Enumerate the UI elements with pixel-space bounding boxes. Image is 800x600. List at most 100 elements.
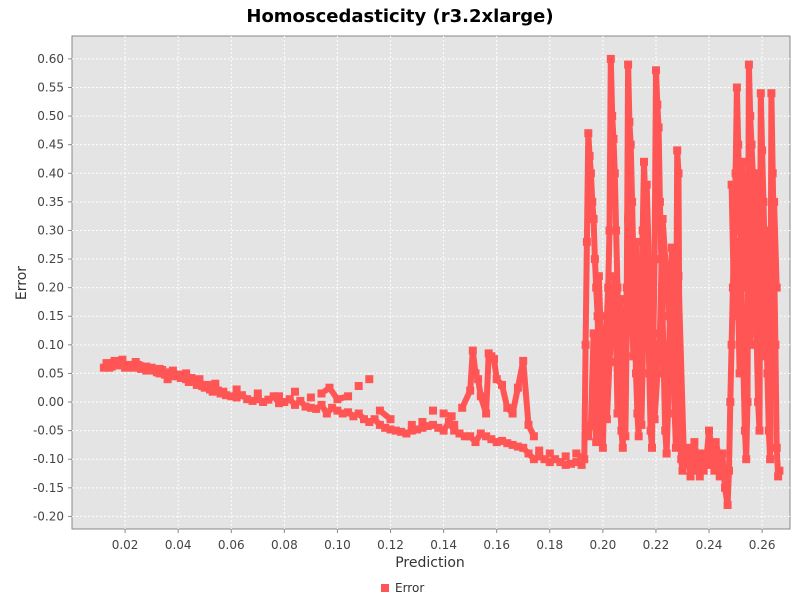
x-tick-label: 0.16	[483, 538, 510, 552]
scatter-trace-segment	[772, 344, 780, 448]
scatter-trace-segment	[225, 392, 232, 400]
scatter-trace-segment	[431, 422, 440, 431]
scatter-trace-segment	[404, 427, 414, 437]
y-tick-label: -0.15	[33, 481, 64, 495]
y-tick-label: 0.35	[37, 195, 64, 209]
scatter-trace-segment	[602, 316, 610, 351]
scatter-point	[365, 375, 374, 384]
scatter-trace-segment	[327, 386, 340, 401]
scatter-trace-segment	[511, 442, 519, 450]
scatter-trace-segment	[215, 388, 223, 396]
x-axis-title: Prediction	[395, 555, 465, 571]
scatter-trace-segment	[726, 401, 734, 471]
scatter-trace-segment	[421, 423, 429, 431]
x-tick-label: 0.20	[590, 538, 617, 552]
scatter-trace-segment	[526, 451, 537, 462]
scatter-trace-segment	[134, 359, 148, 370]
x-tick-label: 0.24	[696, 538, 723, 552]
x-tick-label: 0.04	[165, 538, 192, 552]
scatter-trace-segment	[509, 387, 521, 415]
x-tick-label: 0.18	[536, 538, 563, 552]
scatter-trace-segment	[469, 350, 479, 374]
scatter-point	[253, 389, 262, 398]
scatter-trace-segment	[759, 150, 767, 202]
scatter-point	[306, 393, 315, 402]
scatter-trace-segment	[506, 440, 514, 448]
scatter-trace-segment	[655, 127, 663, 202]
scatter-trace-segment	[483, 353, 492, 414]
scatter-trace-segment	[293, 398, 303, 408]
scatter-trace-segment	[775, 470, 783, 478]
scatter-trace-segment	[532, 453, 541, 462]
scatter-trace-segment	[282, 396, 292, 405]
scatter-trace-segment	[733, 87, 742, 145]
scatter-point	[182, 369, 191, 378]
scatter-trace-segment	[653, 70, 661, 105]
scatter-trace-segment	[582, 241, 590, 345]
scatter-trace-segment	[543, 456, 552, 465]
scatter-trace-segment	[757, 93, 766, 151]
scatter-trace-segment	[517, 443, 524, 451]
scatter-trace-segment	[310, 404, 317, 412]
x-tick-label: 0.10	[324, 538, 351, 552]
y-tick-label: 0.25	[37, 252, 64, 266]
scatter-trace-segment	[747, 115, 755, 145]
legend-label-error: Error	[395, 581, 424, 595]
scatter-trace-segment	[189, 375, 197, 383]
x-tick-label: 0.06	[218, 538, 245, 552]
y-tick-label: 0.55	[37, 80, 64, 94]
y-tick-label: 0.20	[37, 281, 64, 295]
scatter-trace-segment	[590, 218, 598, 260]
scatter-trace-segment	[664, 298, 677, 368]
scatter-trace-segment	[676, 430, 685, 460]
x-tick-label: 0.14	[430, 538, 457, 552]
scatter-trace-segment	[603, 361, 613, 420]
scatter-trace-segment	[520, 360, 532, 426]
scatter-trace-segment	[181, 374, 189, 382]
scatter-trace-segment	[356, 411, 367, 422]
scatter-trace-segment	[304, 403, 312, 411]
scatter-trace-segment	[565, 460, 572, 468]
scatter-trace-segment	[367, 416, 377, 425]
scatter-trace-segment	[675, 276, 687, 454]
scatter-trace-segment	[389, 426, 397, 434]
scatter-trace-segment	[372, 417, 383, 427]
scatter-trace-segment	[378, 422, 387, 431]
scatter-point	[545, 449, 554, 458]
scatter-trace-segment	[627, 144, 636, 202]
scatter-trace-segment	[362, 416, 371, 425]
scatter-trace-segment	[609, 115, 617, 140]
scatter-trace-segment	[261, 396, 270, 405]
y-tick-label: 0.40	[37, 166, 64, 180]
points-layer	[99, 54, 784, 509]
scatter-trace-segment	[351, 410, 361, 419]
scatter-trace-segment	[489, 436, 499, 445]
scatter-trace-segment	[745, 64, 754, 117]
scatter-trace-segment	[500, 438, 509, 446]
scatter-point	[418, 418, 427, 426]
scatter-trace-segment	[605, 230, 613, 288]
scatter-trace-segment	[169, 369, 175, 377]
scatter-trace-segment	[114, 356, 123, 364]
axis-layer: 0.02 0.04 0.06 0.08 0.10 0.12 0.14 0.16 0.18 0.20…	[33, 52, 776, 552]
scatter-trace-segment	[496, 437, 503, 446]
scatter-trace-segment	[436, 425, 446, 434]
scatter-trace-segment	[196, 380, 205, 388]
scatter-trace-segment	[230, 393, 238, 401]
scatter-trace-segment	[537, 453, 546, 462]
scatter-trace-segment	[108, 363, 113, 371]
x-tick-label: 0.12	[377, 538, 404, 552]
scatter-trace-segment	[342, 409, 349, 417]
scatter-trace-segment	[218, 389, 225, 396]
scatter-trace-segment	[378, 408, 393, 422]
scatter-trace-segment	[586, 155, 594, 174]
scatter-trace-segment	[668, 247, 677, 288]
scatter-trace-segment	[743, 401, 751, 460]
scatter-trace-segment	[298, 398, 308, 409]
scatter-trace-segment	[771, 201, 780, 288]
scatter-trace-segment	[459, 389, 473, 410]
scatter-trace-segment	[427, 421, 434, 430]
scatter-trace-segment	[587, 173, 596, 203]
y-tick-label: -0.20	[33, 509, 64, 523]
